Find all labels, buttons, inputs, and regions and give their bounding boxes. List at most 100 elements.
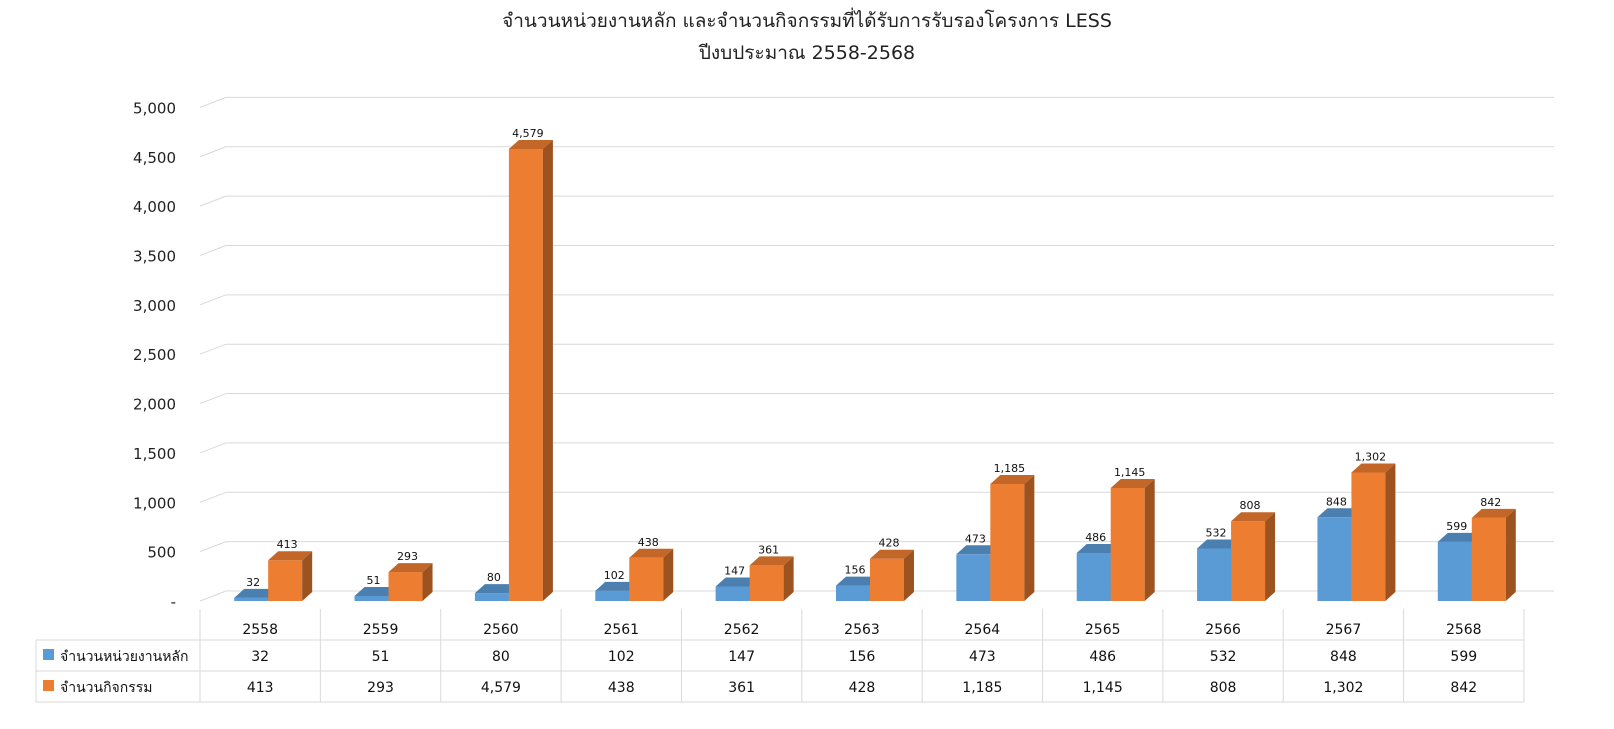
data-label: 532 (1206, 526, 1227, 539)
data-label: 599 (1446, 520, 1467, 533)
data-label: 32 (246, 576, 260, 589)
data-table: 2558 2559 2560 2561 2562 2563 2564 2565 2566 2567… (35, 609, 1525, 703)
data-label: 473 (965, 532, 986, 545)
bar-top (835, 576, 880, 586)
bar-front (595, 590, 630, 601)
bar-top (595, 581, 640, 591)
table-cell: 1,145 (1083, 680, 1123, 696)
table-cell: 1,302 (1323, 680, 1363, 696)
bar-top (234, 588, 279, 598)
bar-activities-2568 (1471, 508, 1516, 601)
bar-top (869, 549, 914, 559)
x-tick-label: 2564 (965, 622, 1001, 638)
bar-front (1317, 517, 1352, 601)
bar-side (663, 548, 674, 601)
bar-side (1144, 478, 1155, 601)
x-tick-label: 2563 (844, 622, 880, 638)
bar-front (990, 484, 1025, 601)
data-label: 413 (277, 538, 298, 551)
data-labels: 32 413 51 293 80 4,579 102 438 147 361 156 428 473 1,… (246, 127, 1501, 589)
gridline-diagonal (199, 393, 227, 405)
bar-front (1351, 472, 1386, 601)
table-cell: 428 (849, 680, 876, 696)
bar-activities-2567 (1351, 463, 1396, 601)
bar-side (1024, 475, 1035, 601)
table-cell: 842 (1450, 680, 1477, 696)
table-cell: 32 (251, 649, 269, 665)
bar-front (1076, 553, 1111, 601)
bar-front (354, 595, 389, 601)
data-label: 4,579 (512, 127, 544, 140)
gridlines (199, 96, 1554, 602)
x-tick-label: 2566 (1205, 622, 1241, 638)
bar-activities-2564 (990, 475, 1035, 601)
bar-front (835, 585, 870, 601)
x-tick-label: 2562 (724, 622, 760, 638)
table-cell: 486 (1089, 649, 1116, 665)
table-cell: 102 (608, 649, 635, 665)
y-tick-label: 2,500 (133, 346, 176, 364)
chart-title: จำนวนหน่วยงานหลัก และจำนวนกิจกรรมที่ได้ร… (502, 7, 1112, 32)
bar-activities-2562 (749, 556, 794, 601)
gridline-diagonal (199, 245, 227, 256)
bar-front (1471, 517, 1506, 601)
y-tick-label: 5,000 (133, 99, 176, 117)
bar-side (903, 549, 914, 601)
bar-side (1385, 463, 1396, 601)
bar-top (1437, 532, 1482, 542)
y-tick-label: 4,500 (133, 149, 176, 167)
y-tick-label: 4,000 (133, 198, 176, 216)
x-tick-label: 2565 (1085, 622, 1121, 638)
data-label: 842 (1480, 496, 1501, 509)
gridline-diagonal (199, 343, 227, 355)
table-cell: 413 (247, 680, 274, 696)
gridline-diagonal (199, 294, 227, 306)
data-label: 808 (1240, 499, 1261, 512)
bar-top (1317, 508, 1362, 518)
y-tick-label: 2,000 (133, 396, 176, 414)
data-label: 1,302 (1355, 450, 1387, 463)
bar-activities-2560 (508, 139, 553, 601)
bar-activities-2558 (268, 551, 313, 601)
bar-side (783, 556, 794, 601)
table-cell: 361 (728, 680, 755, 696)
bar-activities-2561 (629, 548, 674, 601)
x-tick-label: 2560 (483, 622, 519, 638)
legend-label: จำนวนกิจกรรม (60, 680, 153, 696)
bar-side (1265, 512, 1276, 601)
bar-front (715, 586, 750, 601)
bar-side (422, 563, 433, 601)
x-tick-label: 2559 (363, 622, 399, 638)
bar-top (474, 584, 519, 594)
bar-top (1231, 512, 1276, 522)
table-cell: 293 (367, 680, 394, 696)
bar-front (508, 148, 543, 601)
y-axis: - 500 1,000 1,500 2,000 2,500 3,000 3,500 4,000 4… (133, 99, 176, 611)
data-label: 1,145 (1114, 466, 1146, 479)
bar-front (1197, 548, 1232, 601)
bar-front (629, 557, 664, 601)
table-cell: 156 (849, 649, 876, 665)
bar-activities-2566 (1231, 512, 1276, 601)
bar-front (956, 554, 991, 601)
data-label: 438 (638, 536, 659, 549)
gridline-diagonal (199, 491, 227, 503)
table-cell: 438 (608, 680, 635, 696)
bar-top (1471, 508, 1516, 518)
data-label: 80 (487, 571, 501, 584)
table-cell: 473 (969, 649, 996, 665)
bar-top (715, 577, 760, 587)
table-cell: 147 (728, 649, 755, 665)
bar-front (1231, 521, 1266, 601)
x-tick-label: 2568 (1446, 622, 1482, 638)
table-cell: 1,185 (962, 680, 1002, 696)
bar-top (268, 551, 313, 561)
bar-front (388, 572, 423, 601)
table-cell: 80 (492, 649, 510, 665)
bar-front (1110, 487, 1145, 601)
y-tick-label: 3,500 (133, 247, 176, 265)
bar-activities-2565 (1110, 478, 1155, 601)
y-tick-label: 1,500 (133, 445, 176, 463)
bar-side (302, 551, 313, 601)
data-label: 293 (397, 550, 418, 563)
